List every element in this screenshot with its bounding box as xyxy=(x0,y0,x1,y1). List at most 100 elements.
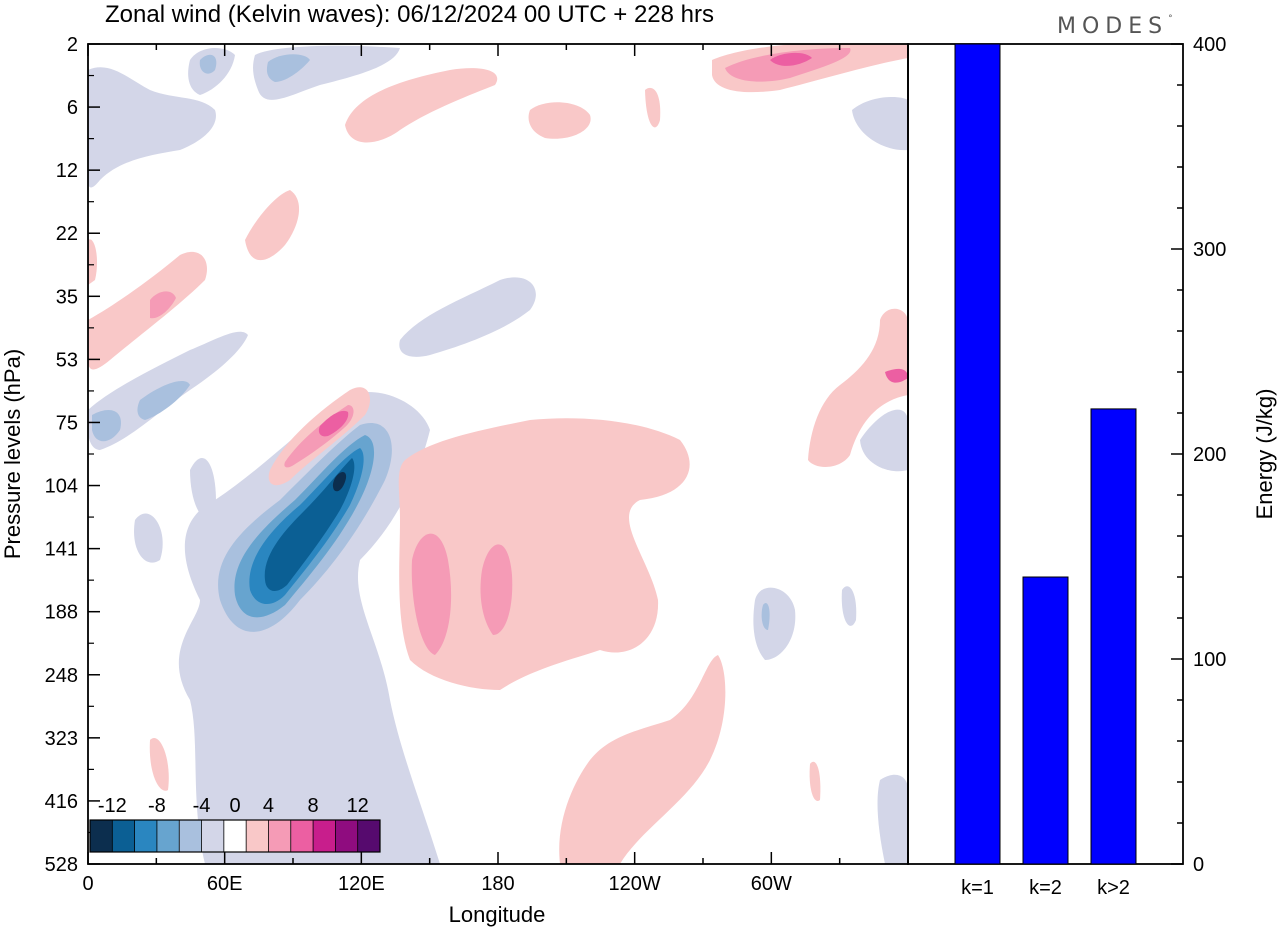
pressure-tick-label: 35 xyxy=(56,286,78,308)
energy-bar xyxy=(954,43,1001,865)
colorbar-swatch xyxy=(246,820,269,852)
colorbar-swatch xyxy=(112,820,135,852)
colorbar-label: -12 xyxy=(98,795,127,817)
pressure-tick-label: 75 xyxy=(56,412,78,434)
modes-logo-mark: ° xyxy=(1168,14,1179,24)
pressure-tick-label: 141 xyxy=(45,539,78,561)
colorbar-label: 8 xyxy=(308,795,319,817)
positive-anomaly-top-mid xyxy=(645,87,661,128)
x-axis-label: Longitude xyxy=(449,902,546,927)
colorbar-swatch xyxy=(156,820,180,852)
pressure-tick-label: 12 xyxy=(56,160,78,182)
positive-anomaly-central xyxy=(480,544,513,635)
pressure-tick-label: 416 xyxy=(45,791,78,813)
negative-anomaly-left xyxy=(137,380,190,420)
positive-anomaly-left xyxy=(88,251,208,370)
pressure-tick-label: 528 xyxy=(45,854,78,876)
negative-anomaly-small xyxy=(190,458,216,521)
positive-anomaly-right xyxy=(808,308,908,467)
modes-logo-text: MODES xyxy=(1057,14,1168,39)
colorbar-swatch xyxy=(290,820,314,852)
positive-anomaly-left xyxy=(88,239,98,285)
negative-anomaly-top xyxy=(266,54,310,82)
energy-tick-label: 300 xyxy=(1193,239,1226,261)
colorbar-swatch xyxy=(201,820,225,852)
negative-anomaly-small xyxy=(134,513,163,563)
negative-anomaly-mid xyxy=(399,277,536,357)
energy-bars: k=1 k=2 k>2 xyxy=(954,43,1137,899)
contour-field xyxy=(88,44,908,864)
negative-anomaly-top xyxy=(199,54,217,74)
energy-panel: k=1 k=2 k>2 0 100 200 300 400 Energy (J/kg) xyxy=(907,34,1277,899)
energy-tick-label: 400 xyxy=(1193,34,1226,56)
negative-anomaly-left xyxy=(92,410,121,442)
positive-anomaly-left xyxy=(245,190,300,261)
positive-anomaly-top-right xyxy=(770,52,812,66)
pressure-axis: 2 6 12 22 35 53 75 104 141 188 248 323 416 528 xyxy=(45,34,100,876)
colorbar-swatch xyxy=(268,820,292,852)
negative-anomaly-right xyxy=(841,586,857,626)
colorbar-label: 4 xyxy=(263,795,274,817)
colorbar-label: 0 xyxy=(229,795,240,817)
positive-anomaly-top-mid xyxy=(528,102,591,139)
positive-anomaly-top-mid xyxy=(345,68,498,143)
pressure-tick-label: 323 xyxy=(45,728,78,750)
energy-bar-label: k=2 xyxy=(1029,877,1062,899)
longitude-tick-label: 0 xyxy=(82,873,93,895)
energy-bar xyxy=(1022,576,1069,865)
energy-bar-label: k>2 xyxy=(1097,877,1130,899)
modes-logo: MODES° xyxy=(1057,14,1179,39)
pressure-tick-label: 188 xyxy=(45,602,78,624)
negative-anomaly-right xyxy=(761,602,770,630)
negative-anomaly-lower-left xyxy=(178,391,441,864)
longitude-tick-label: 120E xyxy=(338,873,385,895)
negative-anomaly-core xyxy=(332,472,347,492)
colorbar: -12 -8 -4 0 4 8 12 xyxy=(89,795,381,853)
pressure-tick-label: 104 xyxy=(45,476,78,498)
colorbar-swatch xyxy=(90,820,113,852)
pressure-tick-label: 22 xyxy=(56,223,78,245)
longitude-tick-label: 60E xyxy=(207,873,243,895)
longitude-tick-label: 180 xyxy=(481,873,514,895)
positive-anomaly-left xyxy=(150,291,176,319)
positive-anomaly-right xyxy=(885,368,908,383)
energy-tick-label: 200 xyxy=(1193,444,1226,466)
colorbar-label: -4 xyxy=(193,795,211,817)
energy-bar-label: k=1 xyxy=(961,877,994,899)
positive-anomaly-central xyxy=(411,533,452,655)
colorbar-swatch xyxy=(357,820,381,852)
chart-title: Zonal wind (Kelvin waves): 06/12/2024 00… xyxy=(105,1,714,28)
colorbar-label: -8 xyxy=(148,795,166,817)
contour-panel: 2 6 12 22 35 53 75 104 141 188 248 323 416 528 0 60E 12… xyxy=(0,34,909,927)
colorbar-swatch xyxy=(313,820,336,852)
energy-bar xyxy=(1090,408,1137,865)
y-axis-label: Pressure levels (hPa) xyxy=(0,349,25,559)
energy-tick-label: 0 xyxy=(1193,854,1204,876)
energy-axis-label: Energy (J/kg) xyxy=(1252,389,1277,520)
longitude-tick-label: 60W xyxy=(751,873,792,895)
energy-tick-label: 100 xyxy=(1193,649,1226,671)
energy-axis: 0 100 200 300 400 xyxy=(1171,34,1226,876)
positive-anomaly-upper xyxy=(318,410,349,437)
positive-anomaly-right xyxy=(809,761,821,801)
pressure-tick-label: 2 xyxy=(67,34,78,56)
negative-anomaly-top xyxy=(852,97,908,151)
pressure-tick-label: 6 xyxy=(67,97,78,119)
pressure-tick-label: 248 xyxy=(45,665,78,687)
negative-anomaly-right xyxy=(860,409,908,472)
colorbar-swatch xyxy=(179,820,202,852)
positive-anomaly-lower xyxy=(559,655,726,864)
colorbar-swatch xyxy=(134,820,158,852)
negative-anomaly-band xyxy=(264,458,355,592)
positive-anomaly-central xyxy=(398,418,690,690)
negative-anomaly-right xyxy=(877,774,908,864)
colorbar-swatch xyxy=(335,820,358,852)
colorbar-label: 12 xyxy=(347,795,369,817)
negative-anomaly-top-left xyxy=(88,67,216,188)
longitude-tick-label: 120W xyxy=(609,873,661,895)
positive-anomaly-lower xyxy=(149,738,169,791)
colorbar-swatch xyxy=(223,820,247,852)
colorbar-frame xyxy=(89,819,381,853)
pressure-tick-label: 53 xyxy=(56,349,78,371)
